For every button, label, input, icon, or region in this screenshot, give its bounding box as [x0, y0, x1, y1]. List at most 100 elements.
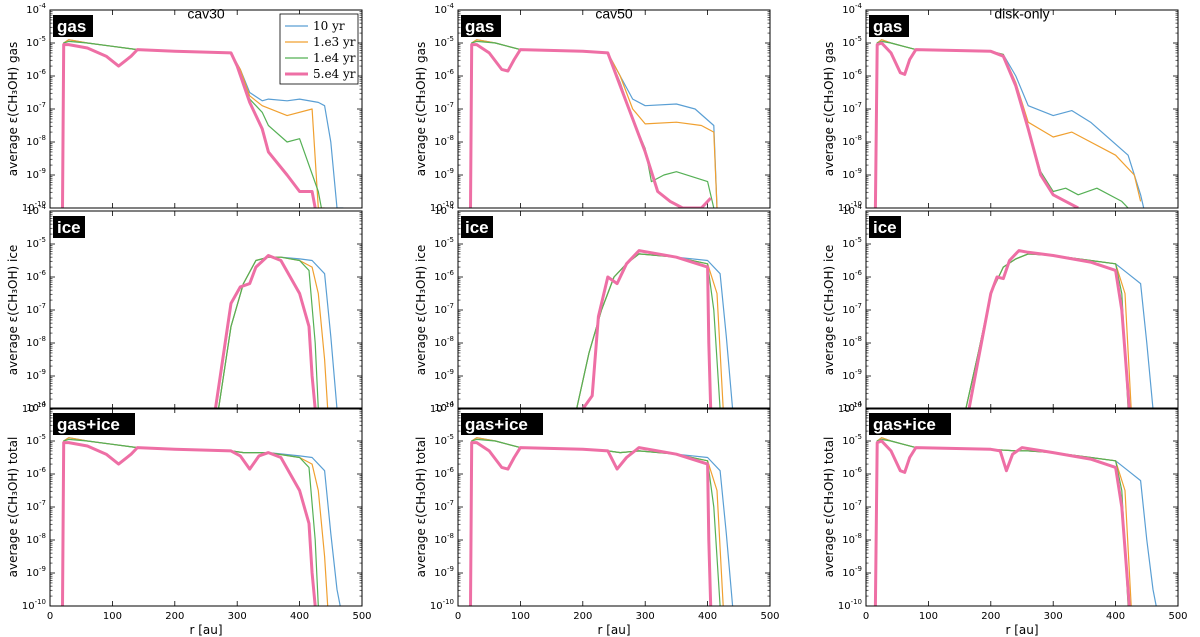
panel-tag-box — [53, 216, 85, 238]
panel-tag-box — [461, 413, 543, 435]
y-tick-label: 10-6 — [842, 269, 862, 283]
x-tick-label: 500 — [1168, 611, 1187, 622]
x-tick-label: 400 — [698, 611, 717, 622]
y-tick-label: 10-6 — [434, 466, 454, 480]
panel-tag-gas: gas — [873, 17, 902, 36]
x-tick-label: 500 — [760, 611, 779, 622]
y-tick-label: 10-9 — [26, 565, 46, 579]
panel-tag-ice: ice — [57, 218, 81, 237]
series-line-1-e4-yr — [217, 256, 319, 409]
x-axis-label: r [au] — [1005, 623, 1038, 637]
panel-cav30-ice: 10-1010-910-810-710-610-510-4iceaverage … — [6, 203, 363, 415]
y-tick-label: 10-5 — [842, 35, 862, 49]
panel-tag-box — [461, 216, 493, 238]
series-line-5-e4-yr — [873, 41, 1079, 208]
panel-cav50-ice: 10-1010-910-810-710-610-510-4iceaverage … — [414, 203, 771, 415]
y-tick-label: 10-9 — [434, 167, 454, 181]
panel-cav50-gas-ice: 10-10 10-9 10-8 10-7 10-6 10-5 10-4 0 100 200 300 4… — [414, 400, 780, 637]
x-tick-label: 100 — [511, 611, 530, 622]
series-group — [576, 249, 734, 409]
y-tick-label: 10-9 — [842, 565, 862, 579]
panel-tag-box — [461, 15, 501, 37]
x-tick-label: 400 — [290, 611, 309, 622]
series-line-10-yr — [469, 39, 718, 208]
x-tick-label: 200 — [573, 611, 592, 622]
panel-tag-gas: gas — [465, 17, 494, 36]
plot-frame — [865, 210, 1179, 410]
series-group — [873, 437, 1157, 606]
x-tick-label: 400 — [1106, 611, 1125, 622]
y-tick-label: 10-8 — [26, 532, 46, 546]
y-tick-label: 10-9 — [842, 167, 862, 181]
x-tick-label: 300 — [228, 611, 247, 622]
series-line-5-e4-yr — [967, 249, 1131, 409]
y-axis-label: average ε(CH₃OH) total — [6, 437, 20, 578]
panel-tag-gas-ice: gas+ice — [873, 415, 936, 434]
y-tick-label: 10-7 — [26, 499, 46, 513]
y-tick-label: 10-8 — [842, 134, 862, 148]
series-line-10-yr — [874, 39, 1145, 208]
plot-frame — [865, 9, 1179, 209]
series-line-10-yr — [874, 437, 1157, 606]
panel-tag-box — [53, 413, 135, 435]
y-tick-label: 10-5 — [434, 433, 454, 447]
series-group — [965, 249, 1154, 409]
y-axis-label: average ε(CH₃OH) gas — [6, 42, 20, 177]
y-tick-label: 10-4 — [26, 2, 46, 16]
series-line-1-e4-yr — [874, 40, 1129, 208]
x-tick-label: 0 — [863, 611, 869, 622]
y-tick-label: 10-4 — [434, 203, 454, 217]
panel-disk-only-ice: 10-1010-910-810-710-610-510-4iceaverage … — [822, 203, 1179, 415]
y-tick-label: 10-9 — [842, 368, 862, 382]
y-tick-label: 10-8 — [26, 134, 46, 148]
panel-tag-gas-ice: gas+ice — [465, 415, 528, 434]
series-line-10-yr — [61, 437, 341, 606]
y-axis-label: average ε(CH₃OH) ice — [414, 245, 428, 376]
x-tick-label: 0 — [455, 611, 461, 622]
y-tick-label: 10-7 — [434, 499, 454, 513]
x-tick-label: 100 — [919, 611, 938, 622]
y-tick-label: 10-10 — [838, 598, 862, 612]
x-tick-label: 0 — [47, 611, 53, 622]
y-tick-label: 10-8 — [26, 335, 46, 349]
plot-frame — [49, 210, 363, 410]
series-line-1-e3-yr — [61, 437, 329, 606]
y-tick-label: 10-6 — [842, 466, 862, 480]
legend-label: 1.e3 yr — [313, 35, 356, 49]
panel-tag-gas-ice: gas+ice — [57, 415, 120, 434]
y-tick-label: 10-7 — [842, 101, 862, 115]
y-tick-label: 10-7 — [842, 499, 862, 513]
panel-tag-box — [869, 216, 901, 238]
y-tick-label: 10-4 — [26, 203, 46, 217]
legend-label: 1.e4 yr — [313, 51, 356, 65]
panel-disk-only-gas: 10-1010-910-810-710-610-510-4gasaverage … — [822, 2, 1179, 214]
series-line-5-e4-yr — [469, 441, 713, 606]
series-group — [469, 437, 734, 606]
panel-tag-gas: gas — [57, 17, 86, 36]
y-tick-label: 10-7 — [434, 101, 454, 115]
series-line-1-e3-yr — [217, 256, 329, 409]
y-tick-label: 10-6 — [434, 269, 454, 283]
y-axis-label: average ε(CH₃OH) total — [822, 437, 836, 578]
series-line-10-yr — [217, 256, 338, 409]
y-tick-label: 10-6 — [26, 68, 46, 82]
y-tick-label: 10-5 — [26, 433, 46, 447]
y-tick-label: 10-9 — [26, 368, 46, 382]
column-title-cav50: cav50 — [595, 5, 633, 21]
x-tick-label: 200 — [165, 611, 184, 622]
y-tick-label: 10-4 — [842, 400, 862, 414]
series-line-1-e4-yr — [469, 40, 715, 208]
y-axis-label: average ε(CH₃OH) gas — [414, 42, 428, 177]
y-tick-label: 10-4 — [842, 203, 862, 217]
x-tick-label: 100 — [103, 611, 122, 622]
plot-frame — [457, 407, 771, 607]
series-line-1-e4-yr — [965, 253, 1129, 409]
series-line-5-e4-yr — [873, 439, 1131, 606]
column-title-disk-only: disk-only — [994, 5, 1049, 21]
y-tick-label: 10-4 — [842, 2, 862, 16]
panel-disk-only-gas-ice: 10-10 10-9 10-8 10-7 10-6 10-5 10-4 0 100 200 300 4… — [822, 400, 1188, 637]
column-title-cav30: cav30 — [187, 5, 225, 21]
y-tick-label: 10-4 — [434, 400, 454, 414]
panel-cav50-gas: 10-1010-910-810-710-610-510-4gasaverage … — [414, 2, 771, 214]
